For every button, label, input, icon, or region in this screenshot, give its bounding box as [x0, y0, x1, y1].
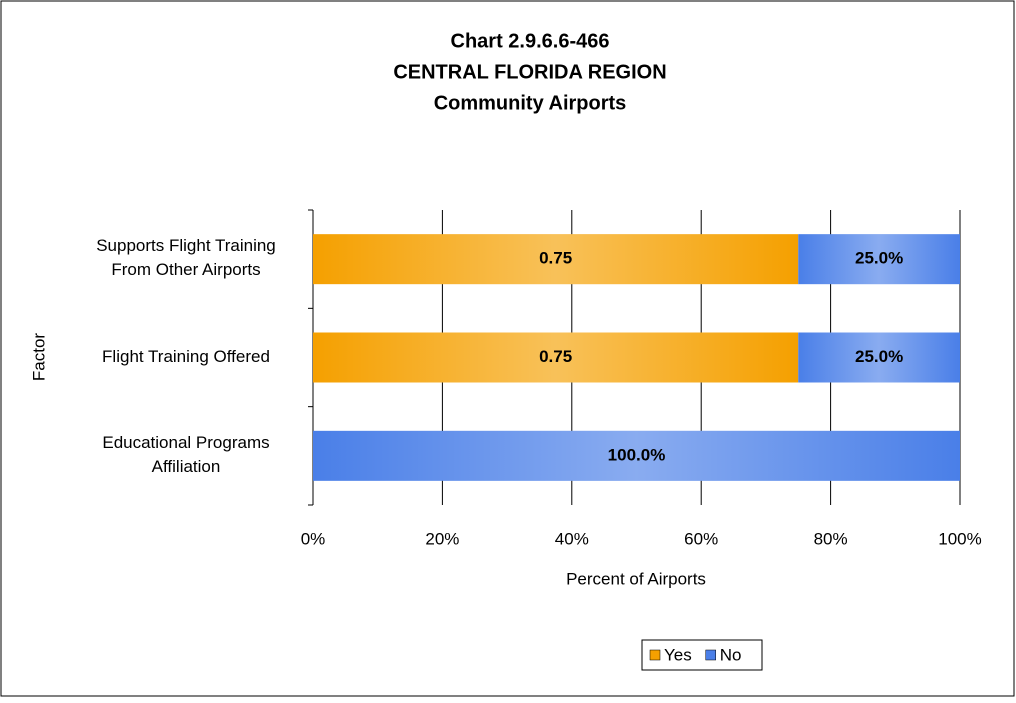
x-tick-label: 60%: [684, 529, 718, 548]
data-label: 100.0%: [608, 445, 666, 464]
legend-swatch: [649, 649, 661, 661]
x-tick-label: 80%: [814, 529, 848, 548]
y-tick-label: Educational Programs Affiliation: [102, 433, 269, 476]
y-axis-title: Factor: [29, 333, 48, 382]
data-label: 25.0%: [855, 347, 903, 366]
bar-sheen: [313, 234, 799, 285]
bar-sheen: [798, 234, 960, 285]
x-axis-title: Percent of Airports: [566, 569, 706, 588]
y-tick-label: Flight Training Offered: [102, 347, 270, 366]
data-label: 0.75: [539, 249, 572, 268]
x-tick-label: 40%: [555, 529, 589, 548]
chart-title: Community Airports: [434, 92, 627, 114]
x-tick-label: 20%: [425, 529, 459, 548]
data-label: 25.0%: [855, 249, 903, 268]
chart-title: CENTRAL FLORIDA REGION: [393, 61, 666, 83]
legend-box: [641, 639, 763, 671]
x-tick-label: 0%: [301, 529, 326, 548]
bar-sheen: [313, 332, 799, 383]
chart-title: Chart 2.9.6.6-466: [451, 30, 610, 52]
legend-swatch: [705, 649, 716, 661]
legend-label: Yes: [664, 645, 692, 664]
x-tick-label: 100%: [938, 529, 981, 548]
bar-sheen: [313, 430, 960, 481]
legend-label: No: [720, 645, 742, 664]
y-tick-label: Supports Flight Training From Other Airpo…: [96, 237, 276, 280]
data-label: 0.75: [539, 347, 572, 366]
bar-sheen: [798, 332, 960, 383]
